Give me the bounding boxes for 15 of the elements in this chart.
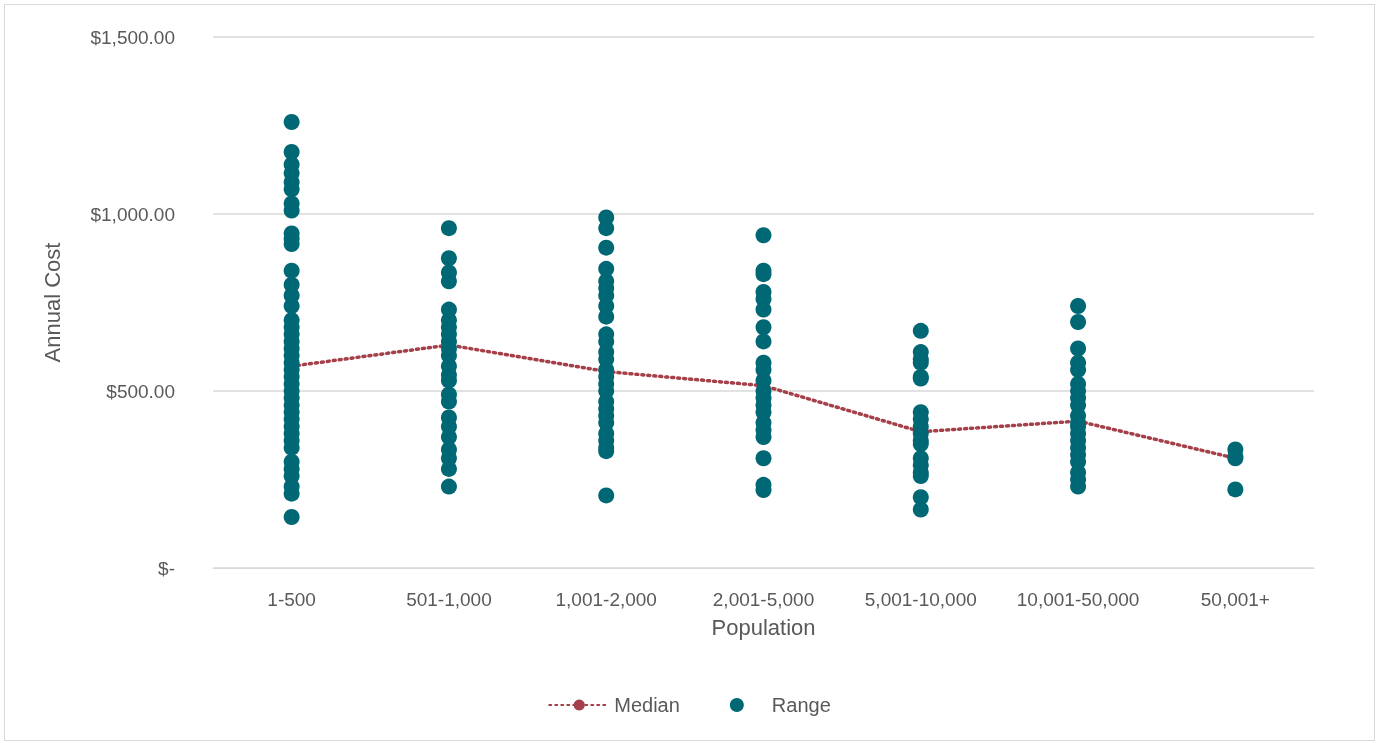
x-tick-label: 2,001-5,000 xyxy=(712,589,815,610)
x-tick-label: 1,001-2,000 xyxy=(555,589,657,610)
y-tick-label: $- xyxy=(158,557,175,579)
x-tick-label: 501-1,000 xyxy=(406,589,492,610)
y-tick-label: $1,500.00 xyxy=(90,26,175,48)
x-tick-label: 1-500 xyxy=(267,589,316,610)
legend-label: Median xyxy=(614,694,680,716)
x-axis-title: Population xyxy=(711,614,816,640)
y-tick-label: $1,000.00 xyxy=(90,203,175,225)
legend-label: Range xyxy=(771,694,831,716)
x-tick-label: 10,001-50,000 xyxy=(1016,589,1140,610)
x-tick-label: 5,001-10,000 xyxy=(864,589,977,610)
y-tick-label: $500.00 xyxy=(106,380,175,402)
x-tick-label: 50,001+ xyxy=(1200,589,1270,610)
y-axis-title: Annual Cost xyxy=(39,242,65,363)
